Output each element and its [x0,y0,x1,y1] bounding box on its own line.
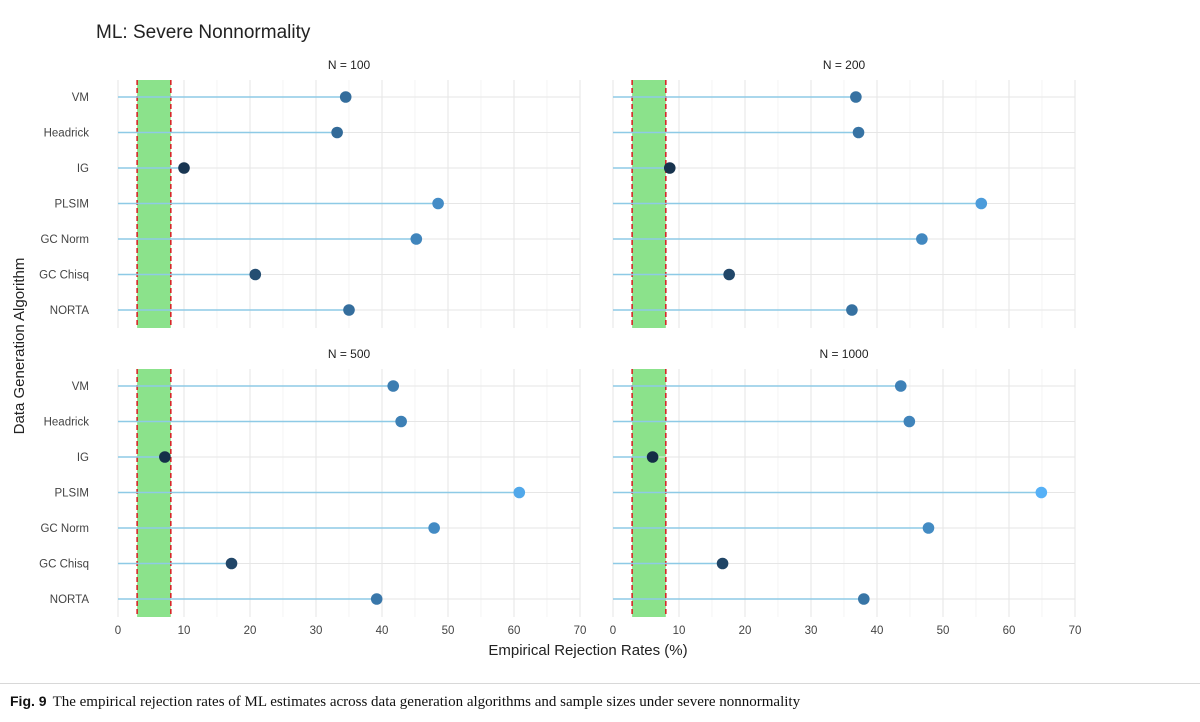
data-point [903,415,916,428]
data-point [339,91,352,103]
x-tick-label: 20 [244,625,257,637]
data-point [513,486,526,499]
data-point [716,557,729,570]
y-tick-label: IG [77,452,89,464]
y-tick-label: NORTA [50,305,90,317]
data-point [975,197,988,210]
data-point [428,522,440,534]
panel-n-200: N = 200 [612,58,1076,328]
figure: ML: Severe Nonnormality N = 100 VM Headric… [11,22,1081,659]
data-point [852,126,865,139]
x-tick-label: 0 [610,625,616,637]
panel-n-500: N = 500 VM Headrick IG PLSIM GC Norm GC Chisq N… [39,347,586,637]
facet-label: N = 200 [823,58,866,72]
y-tick-label: GC Chisq [39,559,89,571]
caption-divider [0,683,1200,684]
y-tick-label: NORTA [50,594,90,606]
x-tick-label: 30 [310,625,323,637]
x-tick-label: 40 [871,625,884,637]
caption-label: Fig. 9 [10,693,47,709]
x-tick-label: 70 [574,625,587,637]
data-point [331,126,343,139]
x-tick-label: 30 [805,625,818,637]
y-tick-label: Headrick [44,417,90,429]
y-tick-label: GC Norm [40,234,89,246]
data-point [646,451,659,463]
facet-label: N = 100 [328,58,371,72]
data-point [410,233,423,245]
y-axis-title: Data Generation Algorithm [11,258,28,435]
caption-text: The empirical rejection rates of ML esti… [52,694,801,710]
y-tick-label: VM [72,381,89,393]
figure-caption: Fig. 9 The empirical rejection rates of M… [10,693,1190,711]
data-point [387,380,400,392]
panel-n-100: N = 100 VM Headrick IG PLSIM GC Norm GC Chisq N… [39,58,581,328]
y-tick-label: GC Chisq [39,270,89,282]
x-tick-label: 0 [115,625,121,637]
facet-label: N = 500 [328,347,371,361]
x-axis-title: Empirical Rejection Rates (%) [488,642,687,659]
data-point [178,162,190,174]
panel-n-1000: N = 1000 0 10 20 30 40 50 60 70 [610,347,1082,637]
y-tick-label: GC Norm [40,523,89,535]
data-point [858,593,870,605]
y-tick-label: PLSIM [54,488,89,500]
data-point [922,522,935,534]
x-tick-label: 60 [1003,625,1016,637]
y-tick-label: IG [77,163,89,175]
data-point [663,162,676,174]
data-point [343,304,355,316]
data-point [432,197,444,210]
data-point [846,304,858,316]
chart-title: ML: Severe Nonnormality [96,22,311,43]
y-tick-label: VM [72,92,89,104]
data-point [916,233,928,245]
x-tick-label: 50 [442,625,455,637]
data-point [1035,486,1048,499]
x-tick-label: 50 [937,625,950,637]
x-tick-label: 10 [673,625,686,637]
data-point [159,451,171,463]
data-point [249,268,262,281]
data-point [395,415,407,428]
y-tick-label: PLSIM [54,199,89,211]
data-point [370,593,383,605]
x-tick-label: 60 [508,625,521,637]
data-point [894,380,907,392]
data-point [225,557,238,570]
y-tick-label: Headrick [44,128,90,140]
x-tick-label: 40 [376,625,389,637]
x-tick-label: 10 [178,625,191,637]
data-point [850,91,862,103]
x-tick-label: 20 [739,625,752,637]
data-point [723,268,735,281]
facet-label: N = 1000 [819,347,868,361]
x-tick-label: 70 [1069,625,1082,637]
